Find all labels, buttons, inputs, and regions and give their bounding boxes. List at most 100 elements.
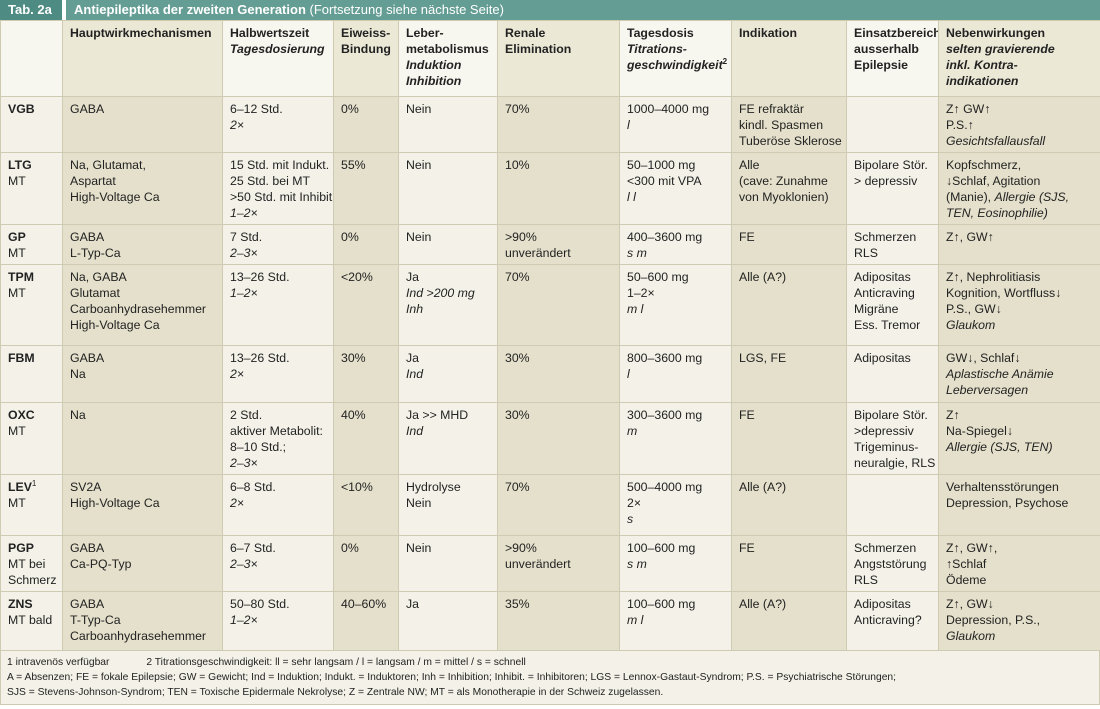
table-title-main: Antiepileptika der zweiten Generation	[74, 2, 306, 17]
table-cell: Na, GABA Glutamat Carboanhydrasehemmer High…	[62, 264, 223, 346]
footnote-marker: unverändert	[505, 557, 571, 571]
cell-line: Nein	[406, 540, 491, 556]
cell-text: Glaukom	[946, 318, 996, 332]
footnote-marker: Tagesdosis	[627, 26, 694, 40]
cell-line: Indikation	[739, 25, 840, 41]
cell-line: <20%	[341, 269, 392, 285]
cell-line: Halbwertszeit	[230, 25, 327, 41]
table-row: PGP MT bei Schmerz GABA Ca-PQ-Typ 6–7 Std. 2–3…	[0, 535, 1100, 592]
table-cell: Z↑ GW↑ P.S.↑ Gesichtsfallausfall	[938, 96, 1100, 153]
table-cell: Nein	[398, 152, 498, 225]
cell-line: 30%	[341, 350, 392, 366]
cell-line: 2×	[230, 495, 327, 511]
table-cell: Verhaltensstörungen Depression, Psychose	[938, 474, 1100, 536]
footnote-marker: GABA	[70, 351, 105, 365]
cell-text: 1–2×	[230, 206, 258, 220]
cell-line: 2–3×	[230, 455, 327, 471]
cell-line: T-Typ-Ca	[70, 612, 216, 628]
footnote-1: 1 intravenös verfügbar	[7, 657, 110, 668]
footnote-marker: Ja	[406, 270, 419, 284]
cell-line: Depression, P.S.,	[946, 612, 1094, 628]
cell-line: 500–4000 mg	[627, 479, 725, 495]
footnote-marker: Na	[70, 408, 86, 422]
cell-line: FE refraktär	[739, 101, 840, 117]
table-cell: 50–600 mg 1–2× m l	[619, 264, 732, 346]
cell-text: Inhibition	[406, 74, 462, 88]
cell-text: Aplastische Anämie	[946, 367, 1054, 381]
cell-line: Verhaltensstörungen	[946, 479, 1094, 495]
footnote-marker: <20%	[341, 270, 373, 284]
footnote-marker: Hauptwirkmechanismen	[70, 26, 212, 40]
table-cell: Z↑, GW↓ Depression, P.S., Glaukom	[938, 591, 1100, 651]
footnote-marker: unverändert	[505, 246, 571, 260]
cell-line: Z↑, GW↑,	[946, 540, 1094, 556]
table-cell: 6–8 Std. 2×	[222, 474, 334, 536]
table-cell: 70%	[497, 474, 620, 536]
cell-line: Alle	[739, 157, 840, 173]
cell-text: Glaukom	[946, 629, 996, 643]
cell-line: Z↑ GW↑	[946, 101, 1094, 117]
cell-line: Anticraving	[854, 285, 932, 301]
footnote-marker: P.S., GW↓	[946, 302, 1002, 316]
cell-line: RLS	[854, 245, 932, 261]
drug-cell: VGB	[0, 96, 63, 153]
footnote-marker: MT bald	[8, 613, 53, 627]
cell-line: >depressiv	[854, 423, 932, 439]
footnote-marker: Na, GABA	[70, 270, 127, 284]
footnote-marker: Nebenwirkungen	[946, 26, 1046, 40]
cell-line: l l	[627, 189, 725, 205]
cell-text: m l	[627, 613, 644, 627]
cell-text: l	[627, 367, 630, 381]
footnote-marker: PGP	[8, 541, 34, 555]
table-cell: 6–12 Std. 2×	[222, 96, 334, 153]
footnote-marker: GABA	[70, 102, 105, 116]
footnote-marker: P.S.↑	[946, 118, 974, 132]
cell-text: 2×	[230, 118, 245, 132]
footnote-marker: Trigeminus-	[854, 440, 919, 454]
cell-line: 2×	[230, 117, 327, 133]
footnote-marker: OXC	[8, 408, 35, 422]
cell-line: Ind >200 mg	[406, 285, 491, 301]
cell-line: Na, GABA	[70, 269, 216, 285]
cell-text: m l	[627, 302, 644, 316]
footnote-marker: High-Voltage Ca	[70, 318, 160, 332]
column-header: Hauptwirkmechanismen	[62, 20, 223, 97]
table-cell	[846, 96, 939, 153]
cell-line: 13–26 Std.	[230, 269, 327, 285]
footnote-marker: Z↑, Nephrolitiasis	[946, 270, 1041, 284]
cell-line: Glaukom	[946, 628, 1094, 644]
footnote-marker: FE refraktär	[739, 102, 804, 116]
cell-line: m l	[627, 301, 725, 317]
cell-line: >90%	[505, 540, 613, 556]
footnote-marker: Schmerzen	[854, 541, 917, 555]
footnote-marker: kindl. Spasmen	[739, 118, 824, 132]
cell-line: 0%	[341, 540, 392, 556]
footnote-marker: VGB	[8, 102, 35, 116]
cell-line: Nebenwirkungen	[946, 25, 1094, 41]
cell-line: Inhibition	[406, 73, 491, 89]
footnote-marker: Alle (A?)	[739, 597, 787, 611]
cell-line: Ca-PQ-Typ	[70, 556, 216, 572]
cell-line: 6–12 Std.	[230, 101, 327, 117]
table-row: LTG MT Na, Glutamat, Aspartat High-Voltage C…	[0, 152, 1100, 225]
table-cell: 10%	[497, 152, 620, 225]
footnote-marker: ↓Schlaf, Agitation	[946, 174, 1041, 188]
footnote-marker: 50–80 Std.	[230, 597, 290, 611]
table-row: TPM MT Na, GABA Glutamat Carboanhydrasehemme…	[0, 264, 1100, 346]
cell-line: Adipositas	[854, 269, 932, 285]
footnote-marker: metabolismus	[406, 42, 489, 56]
footnote-marker: SV2A	[70, 480, 102, 494]
cell-text: l l	[627, 190, 636, 204]
table-cell: 100–600 mg m l	[619, 591, 732, 651]
footnote-marker: 6–7 Std.	[230, 541, 276, 555]
table-cell: Z↑, Nephrolitiasis Kognition, Wortfluss↓ P…	[938, 264, 1100, 346]
footnote-marker: 1–2×	[627, 286, 655, 300]
footnote-marker: >90%	[505, 541, 537, 555]
footnote-marker: 100–600 mg	[627, 541, 696, 555]
cell-line: VGB	[8, 101, 56, 117]
table-cell: Alle (cave: Zunahme von Myoklonien)	[731, 152, 847, 225]
footnote-marker: Na-Spiegel↓	[946, 424, 1013, 438]
column-header: Renale Elimination	[497, 20, 620, 97]
cell-line: RLS	[854, 572, 932, 588]
cell-line: GABA	[70, 229, 216, 245]
